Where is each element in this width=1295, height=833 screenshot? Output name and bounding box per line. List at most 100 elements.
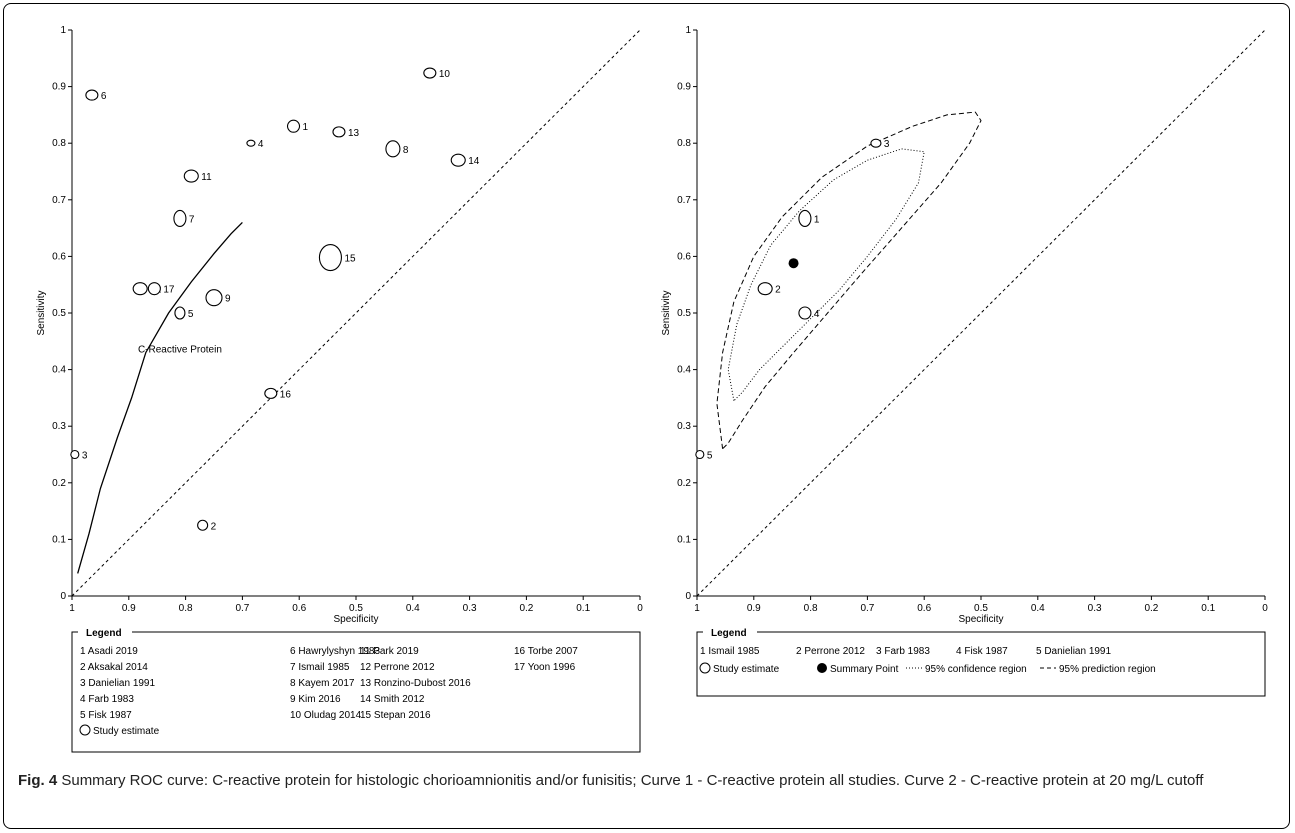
study-id-label: 1 (814, 214, 820, 225)
y-tick-label: 0.4 (677, 365, 691, 376)
study-estimate-marker (173, 209, 187, 228)
x-tick-label: 0 (637, 603, 643, 614)
x-tick-label: 1 (69, 603, 75, 614)
legend-title: Legend (711, 628, 747, 639)
y-tick-label: 0.8 (677, 138, 691, 149)
legend-study-estimate-symbol (79, 724, 91, 736)
legend-title-bg (703, 625, 757, 639)
x-tick-label: 0.8 (804, 603, 818, 614)
legend-study-entry: 1 Asadi 2019 (80, 646, 138, 657)
y-tick-label: 0.6 (677, 251, 691, 262)
y-tick-label: 0.7 (52, 195, 66, 206)
legend-border (71, 631, 641, 753)
y-tick-label: 0.6 (52, 251, 66, 262)
study-estimate-marker (332, 126, 346, 138)
x-tick-label: 0.4 (406, 603, 420, 614)
legend-title-bg (78, 625, 132, 639)
x-tick-label: 0.3 (463, 603, 477, 614)
study-estimate-marker (205, 289, 223, 307)
study-id-label: 11 (201, 172, 212, 183)
legend-study-entry: 16 Torbe 2007 (514, 646, 578, 657)
y-tick-label: 0 (685, 591, 691, 602)
legend-study-entry: 12 Perrone 2012 (360, 662, 435, 673)
x-tick-label: 0.9 (747, 603, 761, 614)
y-tick-label: 0 (60, 591, 66, 602)
sroc-curve-label: C-Reactive Protein (138, 345, 222, 356)
y-tick-label: 0.7 (677, 195, 691, 206)
study-id-label: 15 (344, 254, 356, 265)
y-tick-label: 0.9 (677, 82, 691, 93)
legend-study-entry: 6 Hawrylyshyn 1983 (290, 646, 380, 657)
x-tick-label: 1 (694, 603, 700, 614)
legend-study-entry: 13 Ronzino-Dubost 2016 (360, 678, 471, 689)
x-tick-label: 0.9 (122, 603, 136, 614)
sroc-curve (77, 221, 243, 574)
study-estimate-marker (147, 282, 161, 296)
x-tick-label: 0.3 (1088, 603, 1102, 614)
legend-confidence-label: 95% confidence region (925, 664, 1027, 675)
study-estimate-marker (132, 282, 148, 296)
y-tick-label: 0.5 (52, 308, 66, 319)
legend: Legend 1 Asadi 2019 2 Aksakal 2014 3 Daniel… (71, 625, 641, 753)
legend-summary-point-symbol (817, 663, 827, 673)
y-tick-label: 0.1 (677, 534, 691, 545)
study-estimate-marker (318, 243, 342, 272)
x-tick-label: 0.7 (235, 603, 249, 614)
study-id-label: 6 (101, 91, 107, 102)
legend-study-estimate-label: Study estimate (713, 664, 780, 675)
x-tick-label: 0.2 (519, 603, 533, 614)
legend-study-entry: 10 Oludag 2014 (290, 710, 362, 721)
x-tick-label: 0.2 (1144, 603, 1158, 614)
study-estimate-marker (450, 153, 466, 167)
summary-point-marker (788, 258, 799, 269)
legend-prediction-label: 95% prediction region (1059, 664, 1156, 675)
study-id-label: 2 (775, 285, 781, 296)
x-tick-label: 0.1 (576, 603, 590, 614)
chance-diagonal-line (696, 29, 1266, 597)
study-id-label: 16 (280, 389, 292, 400)
study-id-label: 1 (303, 122, 309, 133)
study-id-label: 4 (258, 139, 264, 150)
y-tick-label: 0.2 (677, 478, 691, 489)
y-axis-title: Sensitivity (661, 290, 672, 335)
legend-study-estimate-symbol (699, 662, 711, 674)
x-tick-label: 0.5 (349, 603, 363, 614)
confidence-region (727, 148, 925, 402)
legend-study-entry: 7 Ismail 1985 (290, 662, 350, 673)
x-tick-label: 0.1 (1201, 603, 1215, 614)
y-tick-label: 0.5 (677, 308, 691, 319)
study-estimate-marker (385, 140, 401, 158)
legend-study-entry: 3 Danielian 1991 (80, 678, 155, 689)
legend-study-entry: 5 Fisk 1987 (80, 710, 132, 721)
y-tick-label: 0.1 (52, 534, 66, 545)
study-estimate-marker (757, 282, 773, 296)
x-tick-label: 0.5 (974, 603, 988, 614)
chance-diagonal-line (71, 29, 641, 597)
study-estimate-marker (183, 169, 199, 183)
study-id-label: 3 (82, 451, 88, 462)
study-id-label: 13 (348, 128, 360, 139)
legend-study-entry: 1 Ismail 1985 (700, 646, 760, 657)
y-tick-label: 1 (685, 25, 691, 36)
y-tick-label: 0.9 (52, 82, 66, 93)
x-tick-label: 0.4 (1031, 603, 1045, 614)
legend-study-entry: 17 Yoon 1996 (514, 662, 576, 673)
study-id-label: 2 (211, 521, 217, 532)
legend-title: Legend (86, 628, 122, 639)
y-tick-label: 0.2 (52, 478, 66, 489)
study-id-label: 5 (707, 451, 713, 462)
x-axis-title: Specificity (958, 614, 1003, 625)
legend: Legend 1 Ismail 1985 2 Perrone 2012 3 Farb … (696, 625, 1266, 697)
x-tick-label: 0.7 (860, 603, 874, 614)
roc-panel-20mg-cutoff: 1 0.9 0.8 0.7 0.6 0.5 0.4 0.3 0.2 0.1 0 0 0.1 0.2 0.3 0… (661, 25, 1268, 697)
study-estimate-marker (174, 306, 186, 320)
legend-study-entry: 2 Perrone 2012 (796, 646, 865, 657)
prediction-region (716, 111, 982, 450)
study-estimate-marker (798, 209, 812, 228)
study-estimate-marker (264, 387, 278, 399)
legend-study-estimate-label: Study estimate (93, 726, 160, 737)
figure-label: Fig. 4 (18, 772, 58, 789)
legend-study-entry: 14 Smith 2012 (360, 694, 425, 705)
y-tick-label: 0.4 (52, 365, 66, 376)
